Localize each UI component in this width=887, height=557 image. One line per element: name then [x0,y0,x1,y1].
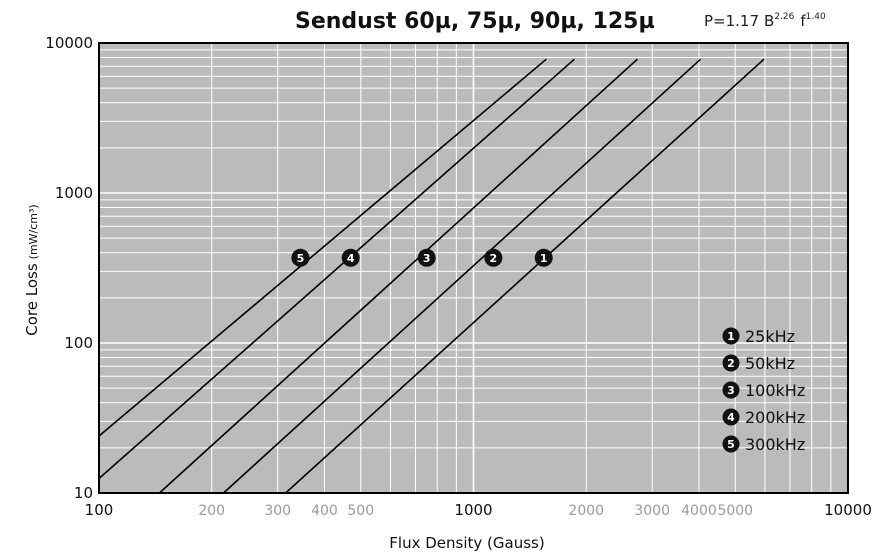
legend-item-100kHz: 3 100kHz [722,381,805,400]
series-lines [98,58,765,494]
plot-area: 1 2 3 4 5 [98,42,849,494]
marker-circle [341,248,360,267]
marker-number: 5 [297,252,305,265]
legend-item-200kHz: 4 200kHz [722,408,805,427]
series-marker-3: 3 [417,248,436,267]
legend-marker-number: 1 [727,330,735,343]
series-marker-2: 2 [484,248,503,267]
legend-marker [722,435,740,453]
legend: 1 25kHz 2 50kHz 3 100kHz 4 200kHz 5 300kHz [722,327,805,454]
marker-circle [417,248,436,267]
chart-title: Sendust 60µ, 75µ, 90µ, 125µ [295,9,655,34]
legend-label: 300kHz [745,435,805,454]
x-tick-label-minor: 500 [347,503,374,519]
x-tick-label-minor: 400 [311,503,338,519]
x-tick-label-minor: 200 [198,503,225,519]
series-line-50kHz [222,58,702,494]
legend-marker [722,381,740,399]
marker-circle [484,248,503,267]
x-tick-label-minor: 3000 [634,503,670,519]
legend-marker [722,327,740,345]
legend-marker-number: 5 [727,438,735,451]
marker-number: 1 [540,252,548,265]
marker-number: 4 [347,252,355,265]
series-line-300kHz [98,58,547,437]
legend-item-25kHz: 1 25kHz [722,327,795,346]
legend-label: 50kHz [745,354,795,373]
y-tick-label: 10 [74,484,93,502]
legend-label: 100kHz [745,381,805,400]
legend-marker [722,408,740,426]
marker-circle [291,248,310,267]
x-tick-label-minor: 300 [264,503,291,519]
legend-item-50kHz: 2 50kHz [722,354,795,373]
grid [99,43,848,493]
x-tick-label-minor: 2000 [568,503,604,519]
series-line-100kHz [158,58,638,494]
x-tick-label-major: 1000 [454,501,492,519]
marker-number: 2 [490,252,498,265]
legend-item-300kHz: 5 300kHz [722,435,805,454]
y-axis-label: Core Loss(mW/cm³) [23,204,41,335]
x-tick-label-major: 10000 [824,501,872,519]
series-marker-5: 5 [291,248,310,267]
series-line-200kHz [98,58,575,480]
legend-label: 200kHz [745,408,805,427]
x-tick-label-minor: 4000 [681,503,717,519]
marker-number: 3 [423,252,431,265]
legend-marker [722,354,740,372]
legend-marker-number: 4 [727,411,735,424]
marker-circle [534,248,553,267]
y-tick-label: 1000 [55,184,93,202]
series-markers: 1 2 3 4 5 [291,248,553,267]
series-line-25kHz [285,58,765,494]
legend-marker-number: 2 [727,357,735,370]
y-axis-ticks: 10 100 1000 10000 [45,34,93,502]
legend-label: 25kHz [745,327,795,346]
x-axis-ticks: 100 1000 10000 200 300 400 500 2000 3000 4000 5000 [85,501,872,519]
x-axis-label: Flux Density (Gauss) [389,534,544,552]
series-marker-4: 4 [341,248,360,267]
y-tick-label: 100 [64,334,93,352]
y-tick-label: 10000 [45,34,93,52]
x-tick-label-major: 100 [85,501,114,519]
loss-formula: P=1.17 B2.26 f1.40 [704,12,826,30]
series-marker-1: 1 [534,248,553,267]
legend-marker-number: 3 [727,384,735,397]
x-tick-label-minor: 5000 [717,503,753,519]
plot-frame [98,42,849,494]
